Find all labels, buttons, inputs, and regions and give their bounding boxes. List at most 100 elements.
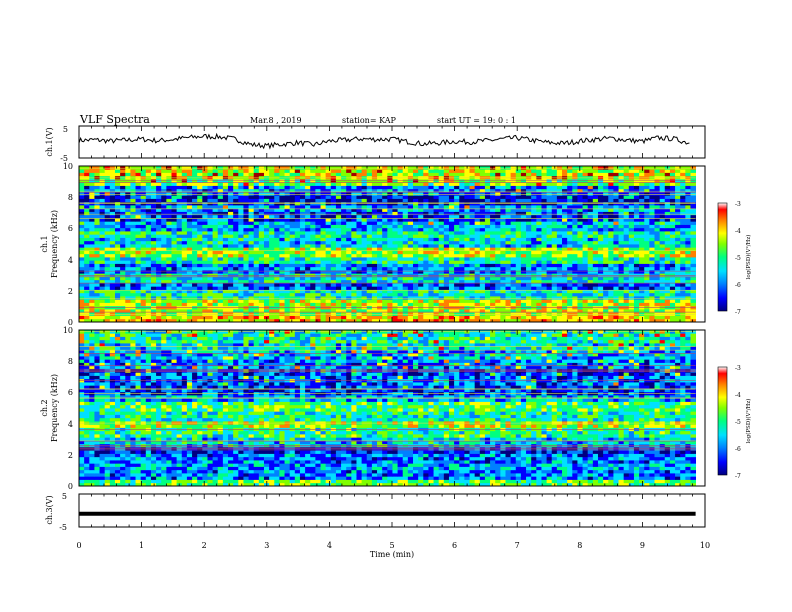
spectrogram-cell bbox=[371, 218, 378, 222]
spectrogram-cell bbox=[536, 299, 542, 303]
spectrogram-cell bbox=[659, 273, 666, 277]
spectrogram-cell bbox=[551, 234, 558, 238]
spectrogram-cell bbox=[305, 276, 311, 281]
spectrogram-cell bbox=[618, 263, 625, 268]
spectrogram-cell bbox=[474, 253, 481, 258]
spectrogram-cell bbox=[685, 309, 691, 313]
spectrogram-cell bbox=[377, 283, 383, 287]
spectrogram-cell bbox=[351, 296, 357, 300]
spectrogram-cell bbox=[608, 253, 614, 258]
spectrogram-cell bbox=[310, 253, 316, 258]
spectrogram-cell bbox=[454, 227, 460, 232]
spectrogram-cell bbox=[556, 266, 563, 271]
spectrogram-cell bbox=[274, 234, 280, 238]
spectrogram-cell bbox=[269, 296, 275, 300]
spectrogram-cell bbox=[315, 283, 321, 287]
spectrogram-cell bbox=[644, 292, 650, 297]
spectrogram-cell bbox=[207, 247, 213, 251]
spectrogram-cell bbox=[479, 231, 486, 235]
spectrogram-cell bbox=[294, 218, 301, 222]
spectrogram-cell bbox=[397, 289, 404, 294]
spectrogram-cell bbox=[582, 266, 589, 271]
spectrogram-cell bbox=[392, 296, 398, 300]
spectrogram-cell bbox=[330, 211, 337, 216]
spectrogram-cell bbox=[320, 192, 327, 196]
spectrogram-cell bbox=[84, 257, 90, 261]
spectrogram-cell bbox=[608, 263, 614, 268]
spectrogram-cell bbox=[325, 211, 332, 216]
spectrogram-cell bbox=[325, 221, 332, 225]
spectrogram-cell bbox=[510, 221, 517, 225]
spectrogram-cell bbox=[639, 250, 645, 255]
spectrogram-cell bbox=[294, 263, 301, 268]
spectrogram-cell bbox=[464, 315, 470, 320]
spectrogram-cell bbox=[192, 315, 198, 320]
spectrogram-cell bbox=[572, 231, 578, 235]
spectrogram-cell bbox=[109, 237, 116, 242]
spectrogram-cell bbox=[104, 257, 111, 261]
spectrogram-cell bbox=[79, 231, 85, 235]
spectrogram-cell bbox=[397, 276, 404, 281]
spectrogram-cell bbox=[433, 211, 440, 216]
spectrogram-cell bbox=[613, 253, 619, 258]
spectrogram-cell bbox=[582, 283, 589, 287]
spectrogram-cell bbox=[145, 208, 152, 212]
spectrogram-cell bbox=[104, 273, 111, 277]
spectrogram-cell bbox=[125, 315, 131, 320]
spectrogram-cell bbox=[680, 312, 686, 316]
spectrogram-cell bbox=[520, 276, 527, 281]
spectrogram-cell bbox=[145, 195, 152, 199]
spectrogram-cell bbox=[633, 211, 640, 216]
spectrogram-cell bbox=[413, 192, 419, 196]
spectrogram-cell bbox=[341, 231, 347, 235]
spectrogram-cell bbox=[120, 253, 126, 258]
spectrogram-cell bbox=[633, 302, 640, 307]
spectrogram-cell bbox=[258, 318, 265, 323]
spectrogram-cell bbox=[238, 315, 244, 320]
spectrogram-cell bbox=[562, 283, 568, 287]
spectrogram-cell bbox=[253, 214, 260, 219]
spectrogram-cell bbox=[238, 195, 244, 199]
spectrogram-cell bbox=[94, 312, 100, 316]
spectrogram-cell bbox=[628, 283, 635, 287]
spectrogram-cell bbox=[387, 309, 393, 313]
spectrogram-cell bbox=[166, 263, 172, 268]
spectrogram-cell bbox=[356, 270, 363, 274]
spectrogram-cell bbox=[377, 211, 383, 216]
spectrogram-cell bbox=[505, 257, 512, 261]
spectrogram-cell bbox=[361, 234, 368, 238]
spectrogram-cell bbox=[562, 221, 568, 225]
spectrogram-cell bbox=[294, 227, 301, 232]
spectrogram-cell bbox=[577, 224, 583, 229]
spectrogram-cell bbox=[464, 244, 470, 248]
spectrogram-cell bbox=[310, 240, 316, 245]
spectrogram-cell bbox=[479, 292, 486, 297]
spectrogram-cell bbox=[320, 231, 327, 235]
spectrogram-cell bbox=[212, 237, 219, 242]
spectrogram-cell bbox=[217, 315, 224, 320]
spectrogram-cell bbox=[407, 192, 414, 196]
spectrogram-cell bbox=[649, 276, 655, 281]
spectrogram-cell bbox=[120, 205, 126, 209]
spectrogram-cell bbox=[633, 192, 640, 196]
spectrogram-cell bbox=[510, 263, 517, 268]
spectrogram-cell bbox=[402, 195, 409, 199]
spectrogram-cell bbox=[597, 227, 604, 232]
spectrogram-cell bbox=[228, 188, 234, 193]
spectrogram-cell bbox=[443, 315, 450, 320]
spectrogram-cell bbox=[582, 221, 589, 225]
spectrogram-cell bbox=[556, 315, 563, 320]
spectrogram-cell bbox=[145, 192, 152, 196]
spectrogram-cell bbox=[603, 250, 609, 255]
spectrogram-cell bbox=[397, 247, 404, 251]
spectrogram-cell bbox=[454, 296, 460, 300]
spectrogram-cell bbox=[443, 224, 450, 229]
spectrogram-cell bbox=[567, 309, 573, 313]
spectrogram-cell bbox=[413, 263, 419, 268]
spectrogram-cell bbox=[104, 231, 111, 235]
spectrogram-cell bbox=[536, 247, 542, 251]
spectrogram-cell bbox=[490, 263, 496, 268]
spectrogram-cell bbox=[84, 218, 90, 222]
spectrogram-cell bbox=[181, 218, 188, 222]
spectrogram-cell bbox=[613, 318, 619, 323]
